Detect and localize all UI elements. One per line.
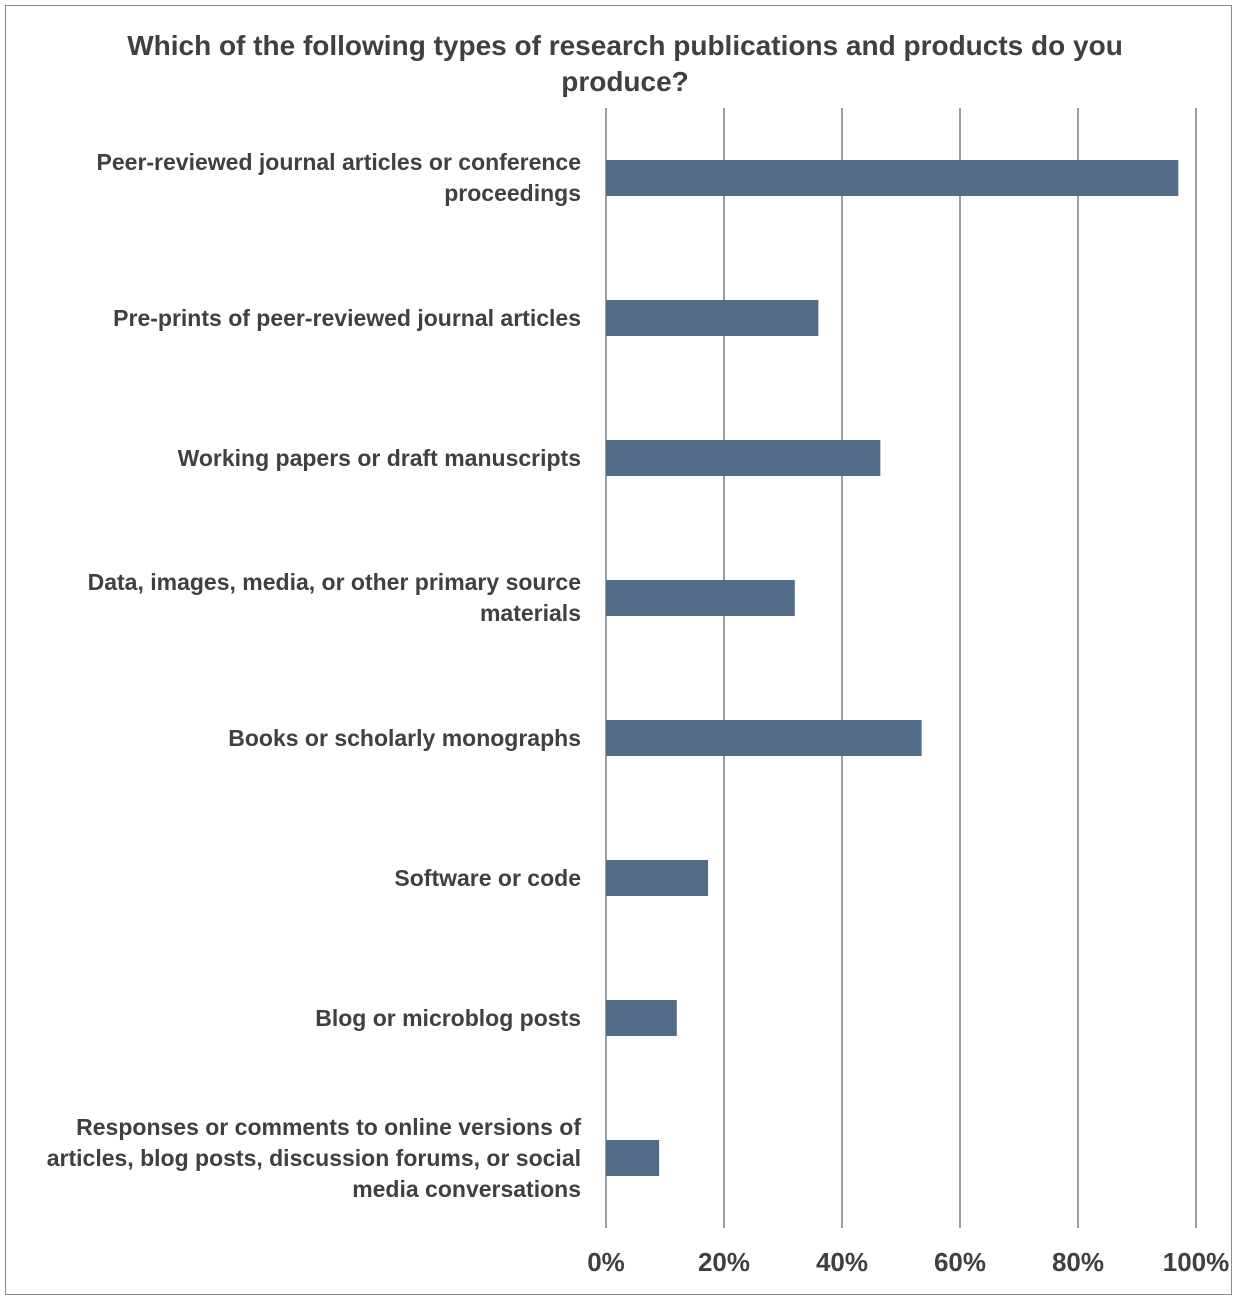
bar-4 — [606, 580, 795, 616]
bar-6 — [606, 860, 709, 896]
chart-title: Which of the following types of research… — [60, 28, 1190, 100]
category-label-8: Responses or comments to online versions… — [46, 1113, 581, 1202]
x-tick-label-0: 0% — [587, 1247, 625, 1277]
category-label-4: Data, images, media, or other primary so… — [87, 569, 581, 626]
bar-1 — [606, 160, 1179, 196]
category-label-6: Software or code — [394, 864, 581, 891]
x-tick-label-100: 100% — [1162, 1247, 1230, 1277]
category-label-7: Blog or microblog posts — [315, 1004, 581, 1031]
bar-2 — [606, 300, 819, 336]
bar-5 — [606, 720, 922, 756]
category-label-1: Peer-reviewed journal articles or confer… — [96, 149, 581, 206]
category-label-2: Pre-prints of peer-reviewed journal arti… — [113, 304, 581, 331]
x-tick-label-40: 40% — [815, 1247, 869, 1277]
x-tick-label-20: 20% — [697, 1247, 751, 1277]
x-tick-label-60: 60% — [933, 1247, 987, 1277]
bar-3 — [606, 440, 881, 476]
category-label-3: Working papers or draft manuscripts — [177, 444, 581, 471]
chart-title-line-1: Which of the following types of research… — [127, 30, 1123, 61]
bar-8 — [606, 1140, 660, 1176]
category-label-5: Books or scholarly monographs — [228, 724, 581, 751]
chart-title-line-2: produce? — [561, 66, 689, 97]
bar-7 — [606, 1000, 677, 1036]
x-tick-label-80: 80% — [1051, 1247, 1105, 1277]
